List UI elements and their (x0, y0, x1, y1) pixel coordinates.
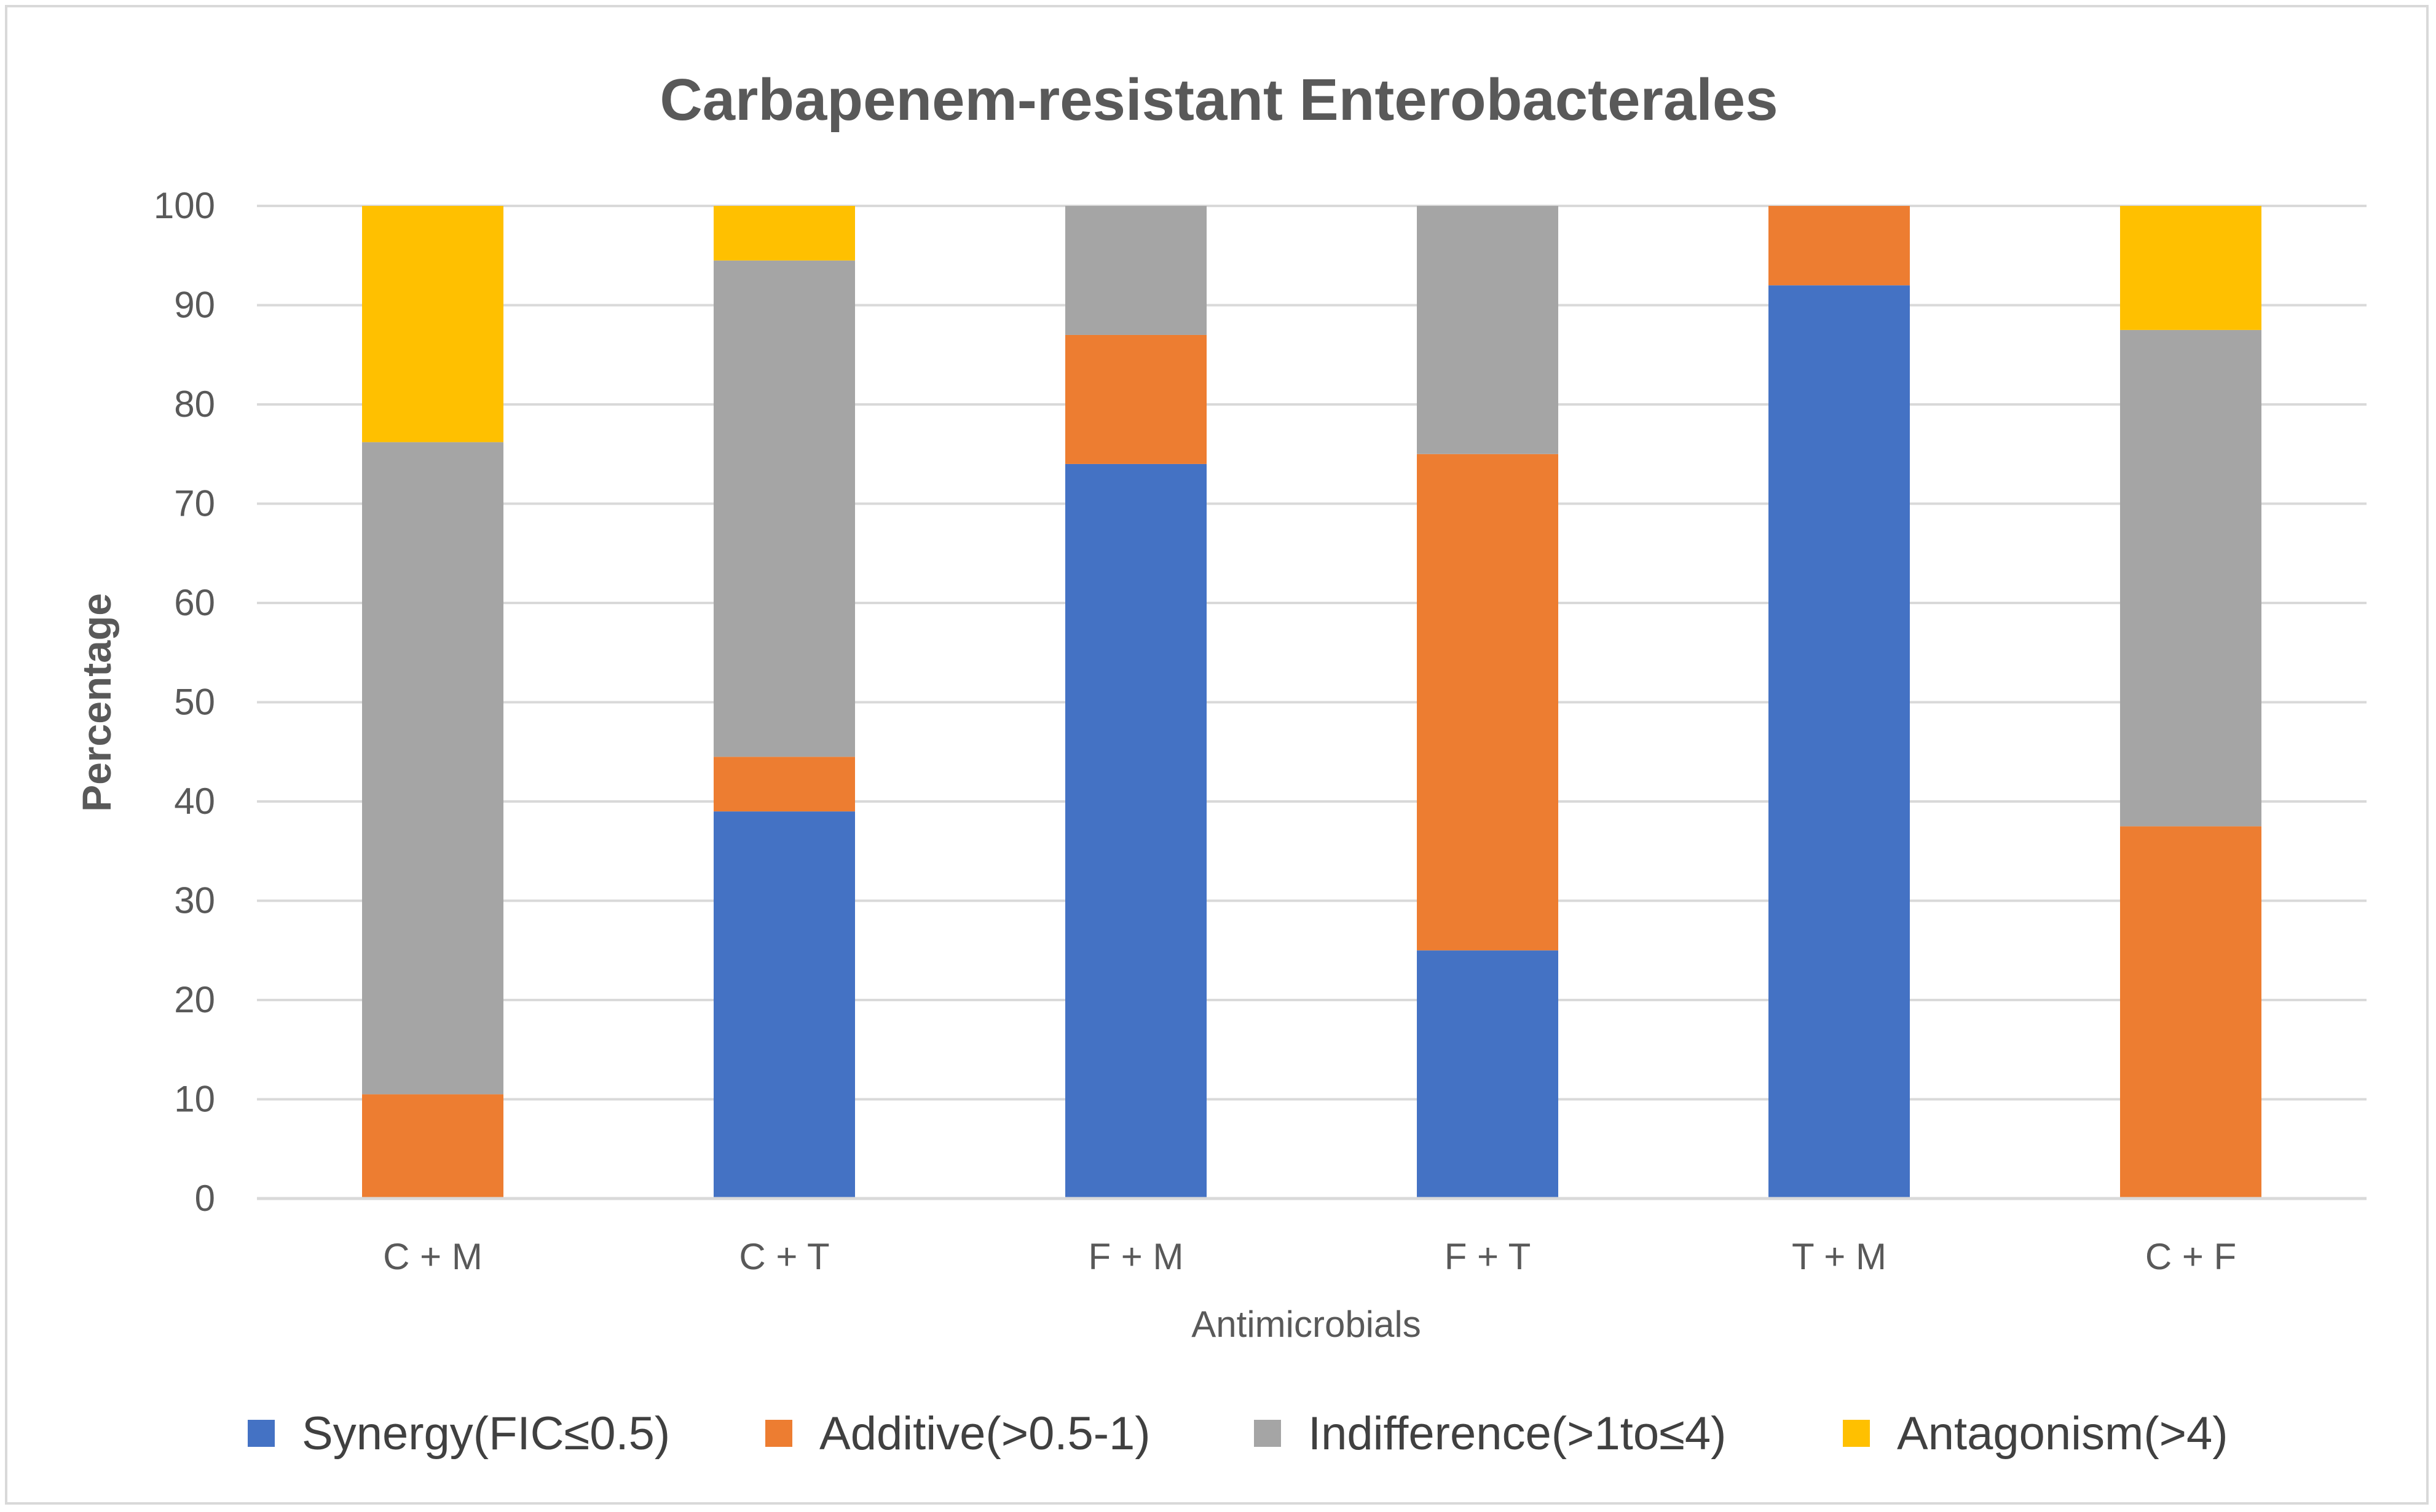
x-axis-ticks: C + M C + T F + M F + T T + M C + F (383, 1236, 2236, 1277)
y-tick-label: 80 (174, 384, 215, 425)
legend-label: Synergy(FIC≤0.5) (302, 1408, 670, 1460)
legend-item-4: Antagonism(>4) (1843, 1408, 2228, 1460)
y-axis-label: Percentage (74, 593, 119, 812)
x-axis-label: Antimicrobials (1191, 1304, 1421, 1345)
bar-1-series-4 (362, 206, 503, 443)
bar-6-series-4 (2120, 206, 2261, 330)
y-tick-label: 100 (154, 185, 215, 226)
y-tick-label: 10 (174, 1079, 215, 1120)
y-tick-label: 50 (174, 682, 215, 723)
y-tick-label: 0 (195, 1178, 215, 1219)
y-axis-ticks: 0 10 20 30 40 50 60 70 80 90 100 (154, 185, 215, 1219)
bar-6-series-3 (2120, 329, 2261, 827)
x-tick-label: C + M (383, 1236, 483, 1277)
gridlines (257, 205, 2367, 1101)
bar-1-series-3 (362, 442, 503, 1095)
bar-3-series-3 (1065, 206, 1207, 335)
x-tick-label: C + T (739, 1236, 829, 1277)
legend-item-1: Synergy(FIC≤0.5) (248, 1408, 670, 1460)
y-tick-label: 60 (174, 582, 215, 623)
bar-4-series-1 (1417, 950, 1558, 1199)
legend-swatch (248, 1420, 275, 1447)
legend: Synergy(FIC≤0.5) Additive(>0.5-1) Indiffer… (248, 1408, 2228, 1460)
x-tick-label: F + T (1445, 1236, 1531, 1277)
legend-label: Additive(>0.5-1) (819, 1408, 1151, 1460)
x-tick-label: F + M (1088, 1236, 1183, 1277)
y-tick-label: 90 (174, 285, 215, 326)
bar-6-series-2 (2120, 826, 2261, 1199)
bar-2-series-2 (714, 757, 855, 812)
y-tick-label: 20 (174, 979, 215, 1020)
x-tick-label: C + F (2145, 1236, 2236, 1277)
legend-swatch (1843, 1420, 1870, 1447)
legend-item-2: Additive(>0.5-1) (765, 1408, 1151, 1460)
x-tick-label: T + M (1792, 1236, 1886, 1277)
bars (362, 206, 2261, 1199)
y-tick-label: 70 (174, 483, 215, 524)
legend-swatch (1254, 1420, 1281, 1447)
bar-5-series-2 (1768, 206, 1910, 286)
bar-2-series-4 (714, 206, 855, 261)
chart-title: Carbapenem-resistant Enterobacterales (660, 67, 1778, 133)
bar-2-series-3 (714, 260, 855, 757)
bar-1-series-2 (362, 1094, 503, 1199)
bar-5-series-1 (1768, 285, 1910, 1199)
legend-label: Antagonism(>4) (1897, 1408, 2228, 1460)
y-tick-label: 40 (174, 781, 215, 822)
legend-label: Indifference(>1to≤4) (1308, 1408, 1726, 1460)
bar-3-series-1 (1065, 463, 1207, 1199)
bar-3-series-2 (1065, 334, 1207, 464)
legend-swatch (765, 1420, 792, 1447)
bar-4-series-2 (1417, 454, 1558, 951)
bar-4-series-3 (1417, 206, 1558, 454)
bar-2-series-1 (714, 811, 855, 1199)
legend-item-3: Indifference(>1to≤4) (1254, 1408, 1726, 1460)
y-tick-label: 30 (174, 880, 215, 921)
